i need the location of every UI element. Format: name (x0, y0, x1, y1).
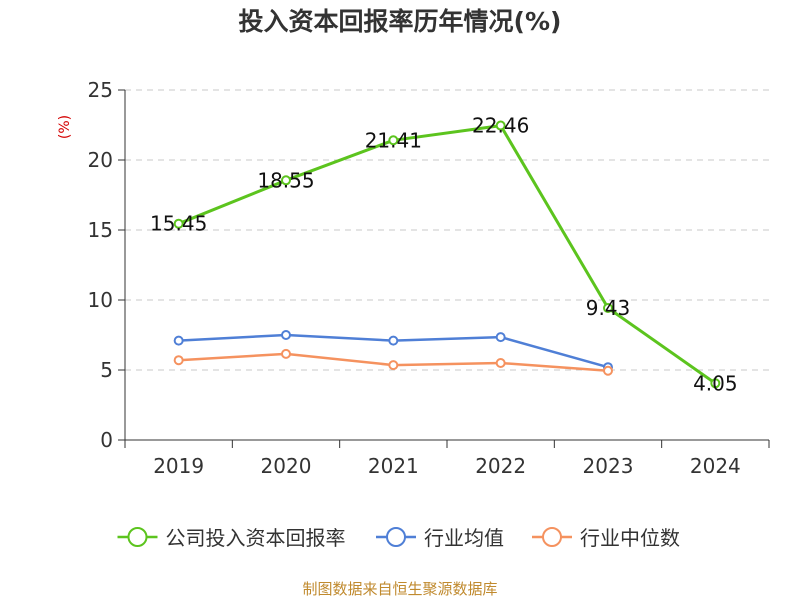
data-label: 18.55 (257, 168, 314, 192)
y-tick-label: 20 (88, 148, 113, 172)
x-tick-label: 2024 (690, 454, 741, 478)
data-point (495, 120, 506, 131)
legend-label: 行业中位数 (580, 526, 680, 550)
data-label: 15.45 (150, 212, 207, 236)
legend-marker (542, 527, 562, 547)
y-tick-label: 10 (88, 288, 113, 312)
data-point (495, 358, 506, 368)
data-point (495, 332, 506, 343)
x-tick-label: 2021 (368, 454, 419, 478)
y-tick-label: 15 (88, 218, 113, 242)
data-point (388, 335, 399, 346)
x-tick-label: 2023 (583, 454, 634, 478)
data-source-note: 制图数据来自恒生聚源数据库 (302, 580, 498, 598)
x-tick-label: 2019 (153, 454, 204, 478)
x-tick-label: 2022 (475, 454, 526, 478)
data-label: 4.05 (693, 371, 738, 395)
data-point (388, 360, 399, 371)
data-point (173, 218, 184, 229)
data-label: 22.46 (472, 114, 529, 138)
y-tick-label: 0 (100, 428, 113, 452)
data-point (281, 348, 291, 359)
data-point (710, 378, 721, 389)
x-tick-label: 2020 (261, 454, 312, 478)
series-line-1 (178, 124, 717, 385)
data-point (173, 355, 184, 366)
y-tick-label: 5 (100, 358, 113, 382)
legend-label: 行业均值 (424, 526, 504, 550)
chart-title: 投入资本回报率历年情况(%) (238, 7, 562, 36)
data-label: 9.43 (586, 296, 631, 320)
legend-label: 公司投入资本回报率 (166, 526, 346, 550)
data-point (281, 330, 291, 340)
legend-marker (386, 527, 406, 547)
y-axis-label: (%) (57, 115, 73, 139)
legend-marker (127, 527, 148, 547)
data-point (603, 365, 613, 376)
data-point (603, 302, 613, 313)
data-point (173, 335, 184, 346)
data-point (281, 175, 291, 186)
data-label: 21.41 (365, 128, 422, 152)
data-point (388, 135, 399, 146)
y-tick-label: 25 (88, 78, 113, 102)
